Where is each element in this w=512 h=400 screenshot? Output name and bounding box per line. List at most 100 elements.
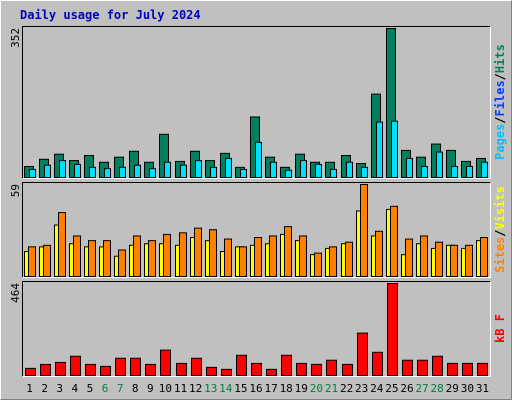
x-tick-label: 29 <box>446 382 459 395</box>
bar <box>270 161 277 179</box>
bar <box>477 362 488 377</box>
bar <box>43 244 51 277</box>
x-tick-label: 23 <box>355 382 368 395</box>
bar <box>29 168 36 178</box>
bar <box>420 235 428 277</box>
bar <box>209 229 217 277</box>
bar <box>148 240 156 277</box>
legend-separator: / <box>493 116 507 123</box>
bar <box>299 235 307 277</box>
bar <box>179 232 187 278</box>
bar <box>285 169 292 178</box>
x-tick-label: 4 <box>72 382 79 395</box>
bar <box>239 246 247 277</box>
x-tick-label: 24 <box>370 382 384 395</box>
bar <box>376 121 383 178</box>
bar <box>221 368 232 377</box>
plot-border-light <box>22 26 491 179</box>
plot-border-dark <box>22 26 491 179</box>
bar <box>405 238 413 278</box>
x-tick-label: 15 <box>234 382 247 395</box>
bar <box>180 164 187 178</box>
bar <box>85 363 96 376</box>
bar <box>296 362 307 377</box>
bar <box>40 363 51 376</box>
bar <box>417 359 428 376</box>
bar <box>481 161 488 179</box>
x-tick-label: 17 <box>264 382 277 395</box>
y-tick-label: 464 <box>9 283 22 303</box>
bar <box>164 161 171 179</box>
x-tick-label: 21 <box>325 382 338 395</box>
bar <box>406 157 413 179</box>
bar <box>330 168 337 178</box>
bar <box>224 238 232 278</box>
bar <box>163 233 171 277</box>
y-tick-label: 59 <box>9 184 22 197</box>
bar <box>432 355 443 377</box>
bar <box>466 165 473 179</box>
bar <box>74 163 81 178</box>
bar <box>73 235 81 277</box>
x-tick-label: 10 <box>159 382 172 395</box>
plot-border-dark <box>22 281 491 377</box>
legend: Sites/Visits <box>493 186 507 273</box>
bar <box>361 166 368 179</box>
x-tick-label: 2 <box>41 382 48 395</box>
bar <box>465 244 473 277</box>
bar <box>236 354 247 376</box>
bar <box>255 141 262 178</box>
bar <box>119 166 126 179</box>
bar <box>134 164 141 178</box>
x-tick-label: 8 <box>132 382 139 395</box>
bar <box>284 226 292 278</box>
bar <box>160 349 171 377</box>
x-tick-label: 28 <box>431 382 444 395</box>
bar <box>240 168 247 178</box>
plot-border-light <box>22 182 491 278</box>
bar <box>59 160 66 178</box>
bar <box>115 357 126 376</box>
legend-item: Visits <box>493 186 507 229</box>
bar <box>450 244 458 277</box>
bar <box>100 365 111 376</box>
bar <box>58 212 66 277</box>
bar <box>315 163 322 178</box>
x-tick-label: 14 <box>219 382 233 395</box>
bar <box>314 252 322 277</box>
x-tick-label: 12 <box>189 382 202 395</box>
bar <box>436 151 443 179</box>
bar <box>435 241 443 277</box>
bar <box>390 205 398 277</box>
bar <box>300 160 307 178</box>
bar <box>387 283 398 376</box>
x-tick-label: 16 <box>249 382 262 395</box>
x-tick-label: 6 <box>102 382 109 395</box>
bar <box>480 237 488 278</box>
bar <box>251 362 262 377</box>
x-tick-label: 7 <box>117 382 124 395</box>
x-tick-label: 9 <box>147 382 154 395</box>
bar <box>447 362 458 377</box>
bar <box>104 168 111 178</box>
bar <box>44 164 51 178</box>
bar <box>421 165 428 179</box>
bar <box>266 368 277 377</box>
x-tick-label: 19 <box>295 382 308 395</box>
bar <box>88 240 96 277</box>
bar <box>89 166 96 179</box>
bar <box>269 235 277 277</box>
bar <box>206 366 217 377</box>
bar <box>375 230 383 278</box>
bar <box>346 161 353 179</box>
x-tick-label: 25 <box>385 382 398 395</box>
legend-item: kB F <box>493 314 507 343</box>
y-tick-label: 352 <box>9 28 22 48</box>
bar <box>342 363 353 376</box>
bar <box>372 351 383 377</box>
x-tick-label: 26 <box>400 382 413 395</box>
x-tick-label: 11 <box>174 382 187 395</box>
bar <box>462 362 473 377</box>
bar <box>130 357 141 376</box>
